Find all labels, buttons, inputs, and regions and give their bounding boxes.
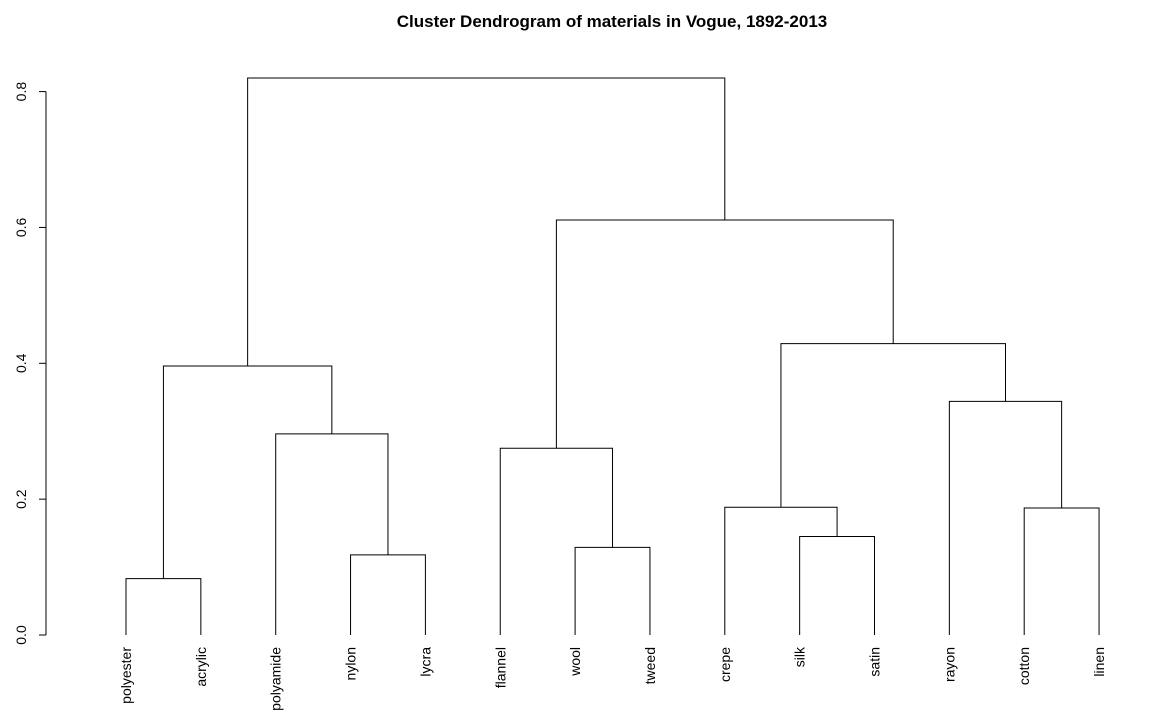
y-axis: 0.0 0.2 0.4 0.6 0.8 [13, 82, 47, 645]
merge-branch-6 [499, 447, 614, 635]
leaf-label-nylon: nylon [343, 647, 359, 680]
merge-branch-9 [1023, 507, 1100, 635]
chart-title: Cluster Dendrogram of materials in Vogue… [397, 12, 828, 31]
leaf-label-polyester: polyester [118, 647, 134, 704]
merge-branch-3 [275, 433, 389, 635]
leaf-label-acrylic: acrylic [193, 647, 209, 687]
merge-branch-10 [948, 400, 1063, 635]
leaf-label-crepe: crepe [717, 647, 733, 682]
leaf-label-rayon: rayon [941, 647, 957, 682]
leaf-label-cotton: cotton [1016, 647, 1032, 685]
leaf-label-linen: linen [1091, 647, 1107, 677]
leaf-label-polyamide: polyamide [268, 647, 284, 711]
merge-branch-13 [247, 77, 726, 367]
merge-branch-7 [799, 536, 875, 635]
y-tick-label: 0.4 [13, 353, 29, 373]
merge-branch-8 [724, 506, 838, 635]
y-tick-label: 0.6 [13, 217, 29, 237]
merge-branch-4 [162, 365, 333, 579]
leaf-label-lycra: lycra [417, 647, 433, 677]
merge-branch-12 [555, 219, 894, 449]
y-tick-label: 0.8 [13, 82, 29, 102]
dendrogram-branches [125, 77, 1100, 635]
leaf-label-tweed: tweed [642, 647, 658, 684]
y-tick-label: 0.2 [13, 489, 29, 509]
leaf-label-silk: silk [792, 646, 808, 667]
leaf-label-wool: wool [567, 647, 583, 677]
leaf-label-satin: satin [867, 647, 883, 677]
y-tick-label: 0.0 [13, 625, 29, 645]
merge-branch-2 [350, 554, 426, 635]
merge-branch-11 [780, 343, 1006, 508]
leaf-label-flannel: flannel [492, 647, 508, 688]
leaf-labels: polyester acrylic polyamide nylon lycra flann… [118, 646, 1107, 711]
merge-branch-5 [574, 546, 651, 635]
merge-branch-1 [125, 578, 202, 635]
